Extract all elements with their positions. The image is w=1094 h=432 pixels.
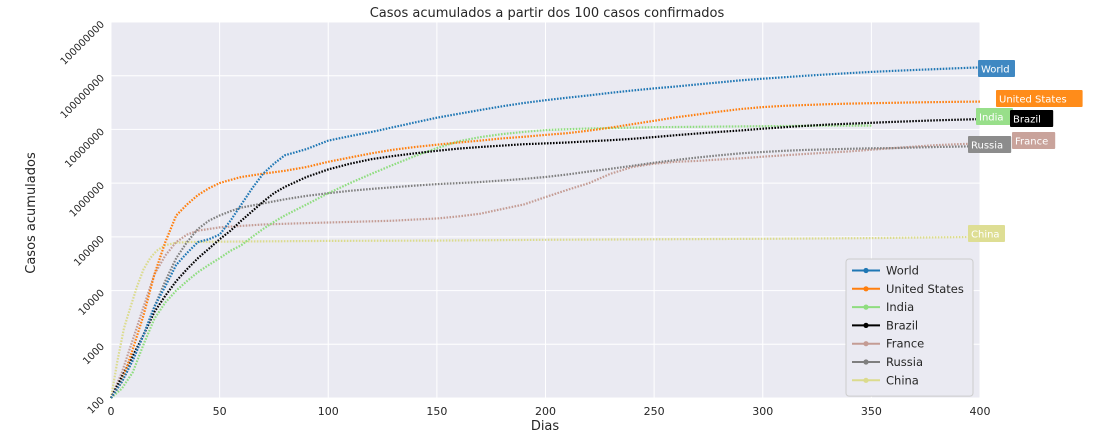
- chart-title: Casos acumulados a partir dos 100 casos …: [370, 6, 725, 21]
- end-label-box: [976, 108, 1013, 125]
- end-label: India: [979, 113, 1004, 124]
- legend-label: World: [886, 264, 919, 278]
- legend-swatch-marker: [863, 341, 869, 347]
- end-label: China: [971, 230, 1000, 241]
- legend-swatch-marker: [863, 359, 869, 365]
- x-tick-label: 250: [644, 405, 665, 418]
- x-tick-label: 150: [426, 405, 447, 418]
- legend-swatch-marker: [863, 286, 869, 292]
- legend-swatch-marker: [863, 267, 869, 274]
- legend-swatch-marker: [863, 377, 869, 383]
- end-label-box: [1012, 132, 1056, 149]
- legend-label: Russia: [886, 355, 923, 369]
- series-line-world: [110, 66, 981, 399]
- series-line-brazil: [110, 118, 981, 399]
- y-tick-label: 100000000: [59, 73, 107, 121]
- end-label: France: [1015, 137, 1048, 148]
- legend-swatch-marker: [863, 304, 869, 310]
- end-label-box: [978, 60, 1015, 77]
- legend-label: India: [886, 300, 914, 314]
- x-tick-label: 200: [535, 405, 556, 418]
- end-label-box: [968, 225, 1005, 242]
- y-tick-label: 100000000: [59, 19, 107, 67]
- legend-label: France: [886, 337, 924, 351]
- end-label-box: [968, 136, 1012, 153]
- legend-swatch-marker: [863, 322, 869, 328]
- end-label: Brazil: [1013, 115, 1041, 126]
- y-tick-label: 10000000: [63, 127, 107, 171]
- end-label: Russia: [971, 141, 1003, 152]
- y-tick-label: 100: [86, 395, 107, 416]
- end-label-box: [996, 90, 1083, 107]
- end-label: World: [981, 65, 1010, 76]
- legend-label: China: [886, 373, 919, 387]
- x-tick-label: 100: [318, 405, 339, 418]
- legend-label: Brazil: [886, 318, 918, 332]
- end-labels: World United States India Brazil France Russi…: [968, 60, 1083, 242]
- x-axis-label: Dias: [531, 419, 560, 432]
- series-line-russia: [110, 145, 981, 399]
- x-tick-label: 0: [108, 405, 115, 418]
- y-axis-label: Casos acumulados: [24, 152, 39, 274]
- y-tick-label: 100000: [72, 234, 107, 269]
- series-layer: [109, 66, 981, 399]
- x-tick-label: 300: [752, 405, 773, 418]
- series-line-united-states: [110, 100, 981, 399]
- y-tick-label: 1000000: [68, 180, 107, 219]
- y-tick-label: 1000: [81, 341, 107, 367]
- x-tick-label: 400: [970, 405, 991, 418]
- x-axis-ticks: 0 50 100 150 200 250 300 350 400: [108, 405, 991, 418]
- series-line-india: [110, 124, 872, 399]
- x-tick-label: 350: [861, 405, 882, 418]
- x-tick-label: 50: [213, 405, 227, 418]
- end-label: United States: [999, 95, 1067, 106]
- series-line-france: [109, 142, 981, 399]
- end-label-box: [1010, 110, 1054, 127]
- y-tick-label: 10000: [77, 288, 107, 318]
- legend: World United States India Brazil France Russi…: [845, 258, 974, 397]
- series-line-china: [109, 235, 981, 399]
- grid: [110, 21, 981, 399]
- y-axis-ticks: 100 1000 10000 100000 1000000 10000000 1000000…: [59, 19, 107, 416]
- legend-label: United States: [886, 282, 964, 296]
